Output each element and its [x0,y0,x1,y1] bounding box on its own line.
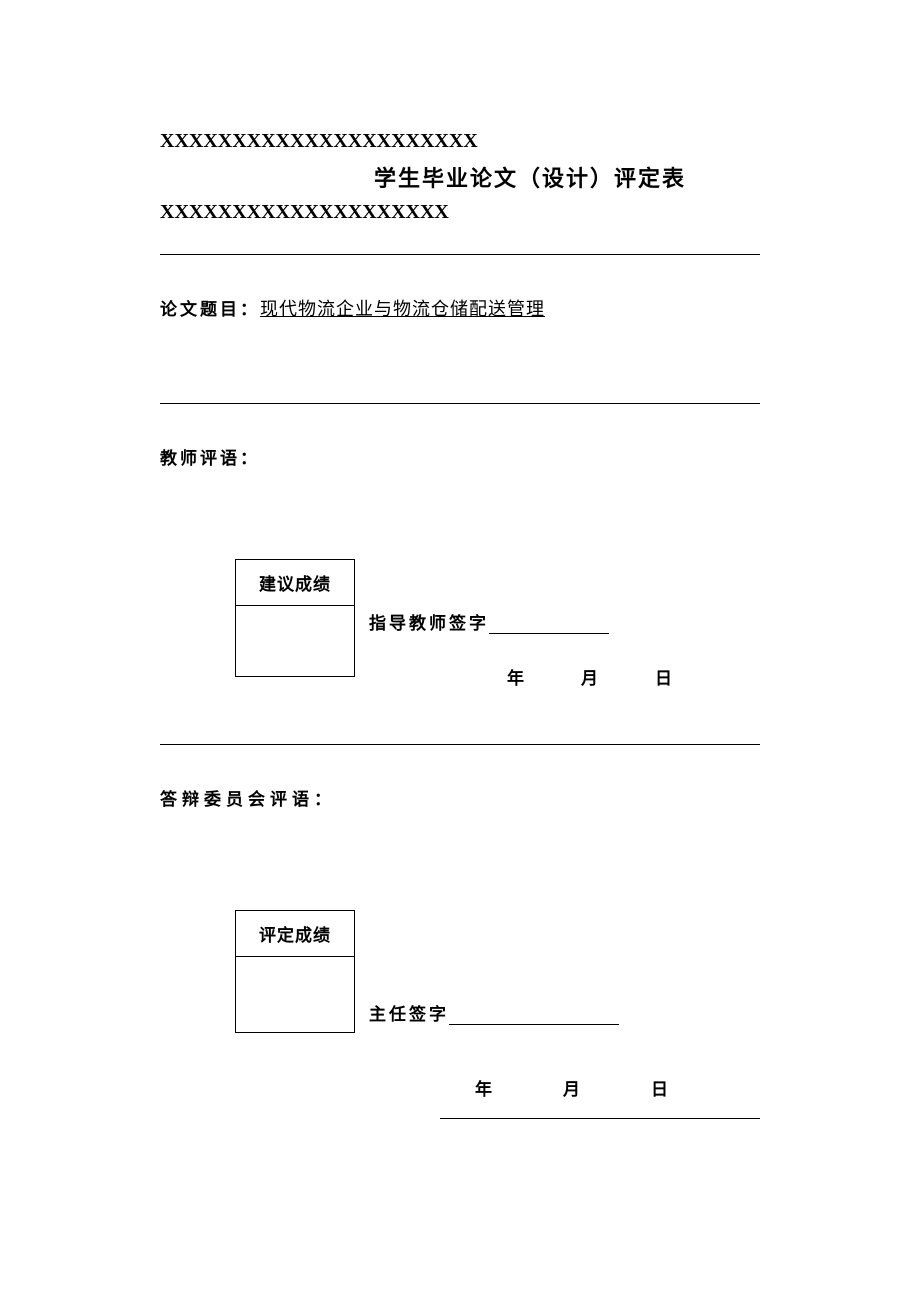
committee-grade-section: 评定成绩 主任签字 [235,910,760,1040]
teacher-signature-label: 指导教师签字 [369,614,489,633]
final-grade-body [236,957,354,1032]
year-label-2: 年 [475,1075,493,1100]
month-label-2: 月 [563,1075,581,1100]
suggested-grade-body [236,606,354,676]
divider-4 [440,1118,760,1119]
header-x-line-1: XXXXXXXXXXXXXXXXXXXXXX [160,130,760,153]
year-label-1: 年 [507,664,525,689]
director-signature-line [449,1024,619,1025]
suggested-grade-box: 建议成绩 [235,559,355,677]
header-x-line-2: XXXXXXXXXXXXXXXXXXXX [160,201,760,224]
thesis-title-value: 现代物流企业与物流仓储配送管理 [260,299,545,319]
thesis-title-row: 论文题目：现代物流企业与物流仓储配送管理 [160,295,760,321]
final-grade-header: 评定成绩 [236,911,354,957]
teacher-signature-line [489,633,609,634]
teacher-signature-area: 指导教师签字 年 月 日 [369,609,701,689]
main-title: 学生毕业论文（设计）评定表 [300,161,760,193]
divider-2 [160,403,760,404]
director-signature-area: 主任签字 [369,1000,619,1025]
month-label-1: 月 [581,664,599,689]
divider-3 [160,744,760,745]
teacher-grade-section: 建议成绩 指导教师签字 年 月 日 [235,559,760,689]
thesis-title-label: 论文题目： [160,300,260,319]
day-label-2: 日 [651,1075,669,1100]
committee-date-row: 年月日 [440,1075,760,1100]
day-label-1: 日 [655,664,673,689]
director-signature-label: 主任签字 [369,1005,449,1024]
committee-comment-label: 答辩委员会评语： [160,785,760,810]
teacher-date-row: 年月日 [479,664,701,689]
suggested-grade-header: 建议成绩 [236,560,354,606]
final-grade-box: 评定成绩 [235,910,355,1033]
teacher-comment-label: 教师评语： [160,444,760,469]
